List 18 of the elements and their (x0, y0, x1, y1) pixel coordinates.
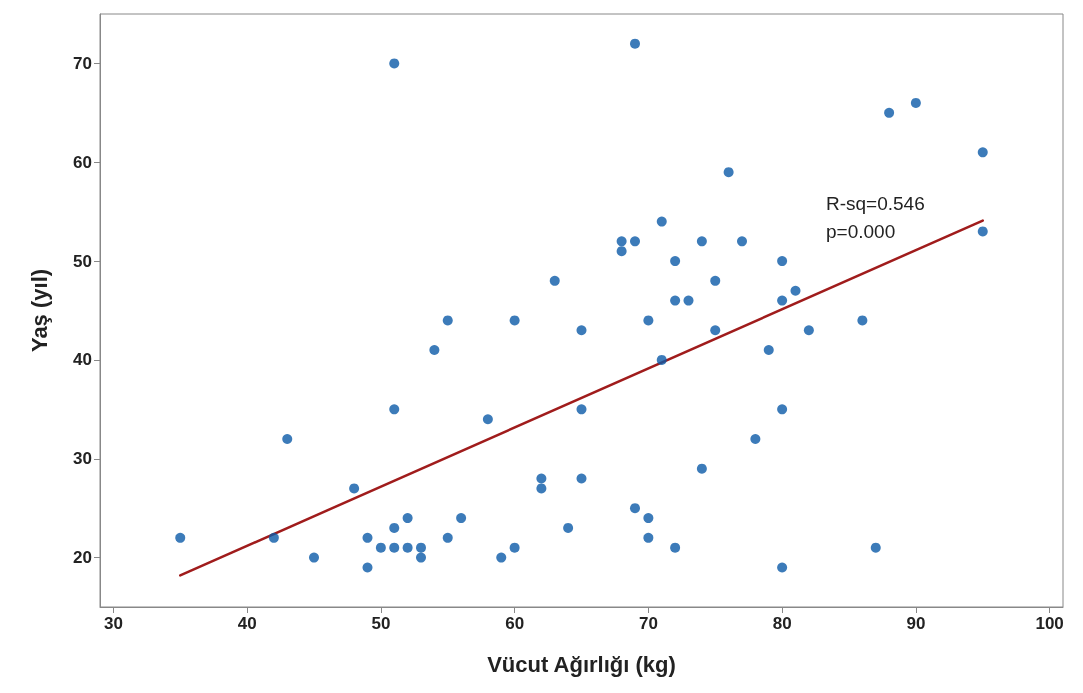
x-tick-label: 80 (772, 614, 792, 633)
y-tick-label: 60 (73, 152, 92, 172)
annotation: R-sq=0.546 (826, 193, 925, 214)
x-tick-label: 60 (505, 614, 525, 633)
x-tick-label: 70 (638, 614, 658, 633)
y-tick-label: 70 (73, 53, 92, 73)
y-axis-title: Yaş (yıl) (26, 268, 52, 353)
x-axis-title: Vücut Ağırlığı (kg) (487, 651, 676, 677)
x-tick-label: 90 (906, 614, 926, 633)
y-tick-label: 30 (73, 449, 92, 469)
x-tick-label: 100 (1035, 614, 1064, 633)
y-tick-label: 50 (73, 251, 92, 271)
x-tick-label: 40 (237, 614, 257, 633)
y-tick-label: 40 (73, 350, 92, 370)
annotation: p=0.000 (826, 221, 896, 242)
x-tick-label: 30 (103, 614, 123, 633)
y-tick-label: 20 (73, 548, 92, 568)
x-tick-label: 50 (371, 614, 391, 633)
